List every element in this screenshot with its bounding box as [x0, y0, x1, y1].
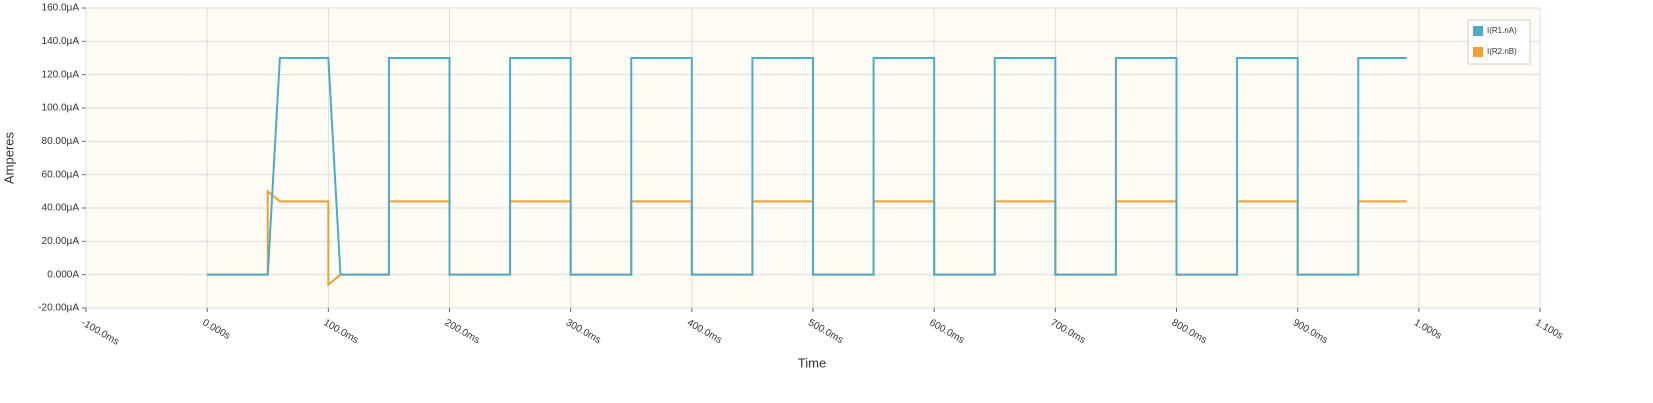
x-tick-label: 300.0ms	[564, 317, 603, 346]
series-line	[207, 57, 1407, 276]
y-tick-label: 40.00µA	[42, 203, 80, 214]
legend-swatch	[1473, 26, 1483, 36]
x-tick-label: 500.0ms	[806, 317, 845, 346]
x-tick-label: 0.000s	[200, 317, 232, 342]
legend-label: I(R2.nB)	[1487, 47, 1517, 56]
x-tick-label: 600.0ms	[927, 317, 966, 346]
y-tick-label: 100.0µA	[42, 103, 80, 114]
y-axis-title: Amperes	[1, 131, 16, 184]
y-tick-label: 20.00µA	[42, 236, 80, 247]
x-tick-label: 900.0ms	[1291, 317, 1330, 346]
legend-swatch	[1473, 47, 1483, 57]
x-tick-label: 100.0ms	[322, 317, 361, 346]
y-tick-label: 0.000A	[47, 269, 79, 280]
x-tick-label: 700.0ms	[1049, 317, 1088, 346]
y-tick-label: 80.00µA	[42, 136, 80, 147]
x-tick-label: 200.0ms	[443, 317, 482, 346]
x-tick-label: 800.0ms	[1170, 317, 1209, 346]
y-tick-label: -20.00µA	[38, 303, 79, 314]
y-tick-label: 60.00µA	[42, 169, 80, 180]
x-tick-label: 1.000s	[1412, 317, 1444, 342]
x-tick-label: 1.100s	[1533, 317, 1565, 342]
y-tick-label: 160.0µA	[42, 3, 80, 14]
x-tick-label: -100.0ms	[79, 317, 121, 347]
legend-label: I(R1.nA)	[1487, 26, 1517, 35]
y-tick-label: 120.0µA	[42, 69, 80, 80]
x-axis-title: Time	[798, 355, 826, 370]
x-tick-label: 400.0ms	[685, 317, 724, 346]
y-tick-label: 140.0µA	[42, 36, 80, 47]
